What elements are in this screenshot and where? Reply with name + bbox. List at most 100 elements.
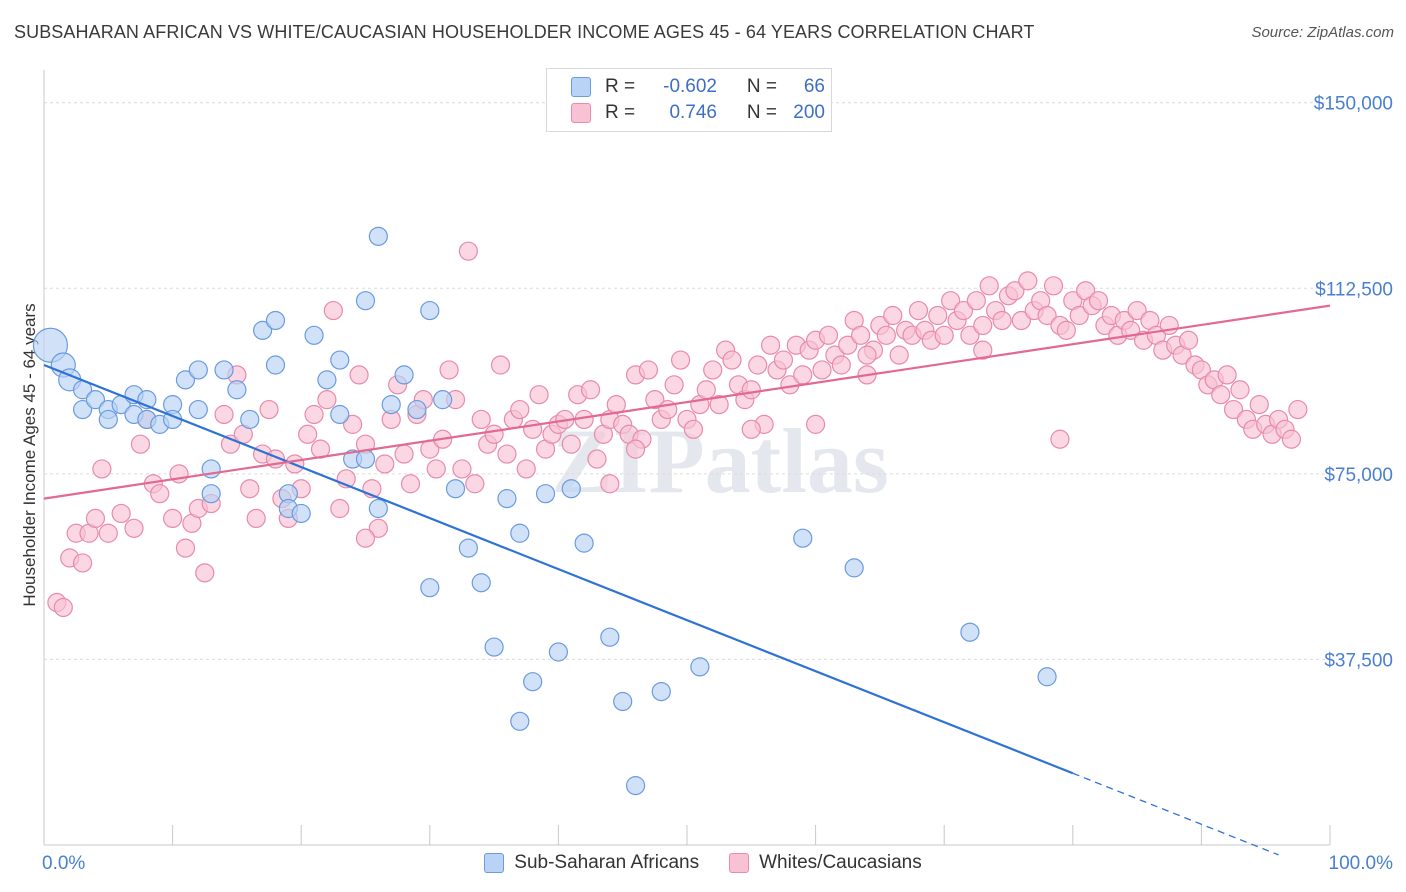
pink-point (818, 325, 839, 345)
series-legend-label: Whites/Caucasians (759, 852, 922, 873)
pink-point (934, 325, 954, 345)
pink-point (580, 380, 601, 400)
blue-point (510, 711, 530, 731)
pink-point (696, 380, 716, 400)
blue-point (330, 350, 350, 370)
blue-point (1037, 667, 1057, 687)
pink-point (1217, 365, 1237, 385)
blue-point (355, 449, 376, 469)
pink-point (979, 276, 999, 296)
blue-point (188, 360, 208, 380)
pink-point (1223, 399, 1244, 420)
pink-point (953, 300, 974, 321)
pink-point (72, 553, 93, 573)
pink-point (439, 360, 459, 380)
pink-point (625, 439, 646, 459)
pink-point (805, 414, 826, 434)
pink-point (838, 335, 858, 355)
pink-point (966, 291, 986, 311)
pink-point (246, 508, 266, 529)
pink-point (670, 350, 691, 370)
pink-point (426, 459, 446, 479)
pink-point (831, 355, 851, 375)
pink-point (664, 375, 684, 395)
series-legend-label: Sub-Saharan Africans (514, 852, 700, 873)
pink-point (760, 335, 781, 355)
blue-point (175, 370, 196, 390)
pink-point (741, 380, 761, 400)
pink-point (98, 523, 118, 543)
pink-point (375, 454, 395, 474)
blue-point (484, 637, 504, 657)
blue-point (535, 484, 556, 504)
blue-trend-line (43, 363, 1074, 775)
x-tick-label: 100.0% (1329, 853, 1394, 874)
series-legend-item-pink: Whites/Caucasians (729, 852, 922, 874)
chart-title: SUBSAHARAN AFRICAN VS WHITE/CAUCASIAN HO… (14, 22, 1035, 42)
pink-point (645, 390, 665, 410)
pink-point (304, 404, 324, 425)
pink-point (111, 503, 131, 524)
blue-point (407, 399, 427, 420)
blue-point (317, 370, 337, 390)
pink-point (600, 474, 620, 494)
legend-swatch-pink (571, 103, 591, 123)
pink-point (793, 365, 813, 385)
pink-point (1018, 271, 1038, 291)
blue-point (690, 657, 710, 677)
blue-point (72, 399, 93, 420)
pink-point (960, 325, 980, 345)
blue-point (844, 558, 864, 578)
pink-point (1005, 281, 1025, 301)
legend-n-value: 200 (793, 102, 825, 123)
blue-point (381, 394, 401, 415)
pink-point (683, 419, 704, 439)
pink-point (368, 518, 388, 538)
y-tick-label: $75,000 (1324, 465, 1393, 486)
pink-point (941, 291, 961, 311)
pink-point (1050, 429, 1070, 449)
legend-n-label: N = (746, 102, 777, 123)
pink-point (587, 449, 607, 469)
blue-point (227, 380, 247, 400)
legend-r-label: R = (605, 76, 636, 97)
pink-point (928, 305, 948, 326)
pink-point (1230, 380, 1250, 400)
pink-point (452, 459, 472, 479)
blue-point (420, 300, 440, 321)
pink-point (471, 409, 491, 430)
y-tick-label: $112,500 (1315, 279, 1393, 300)
pink-point (195, 563, 215, 583)
pink-point (510, 399, 530, 420)
pink-point (53, 597, 73, 618)
blue-point (510, 523, 530, 543)
pink-point (1249, 394, 1269, 415)
pink-point (812, 360, 832, 380)
legend-n-label: N = (746, 76, 777, 97)
pink-point (773, 350, 794, 370)
source-label: Source: ZipAtlas.com (1251, 24, 1394, 41)
blue-point (960, 622, 980, 642)
blue-point (85, 390, 106, 410)
pink-point (1178, 330, 1199, 350)
pink-point (458, 241, 478, 261)
pink-point (1037, 305, 1057, 326)
pink-point (523, 419, 543, 439)
pink-point (1069, 305, 1089, 326)
pink-point (883, 305, 903, 326)
pink-point (355, 528, 376, 548)
pink-point (175, 538, 196, 558)
pink-point (857, 345, 877, 365)
pink-point (1211, 385, 1231, 405)
blue-point (188, 399, 208, 420)
blue-point (291, 503, 311, 524)
pink-point (163, 508, 183, 529)
pink-point (124, 518, 144, 538)
pink-point (1011, 310, 1031, 331)
pink-point (259, 399, 279, 420)
blue-point (793, 528, 813, 548)
blue-point (523, 672, 543, 692)
blue-point (98, 409, 118, 430)
pink-point (908, 300, 929, 321)
